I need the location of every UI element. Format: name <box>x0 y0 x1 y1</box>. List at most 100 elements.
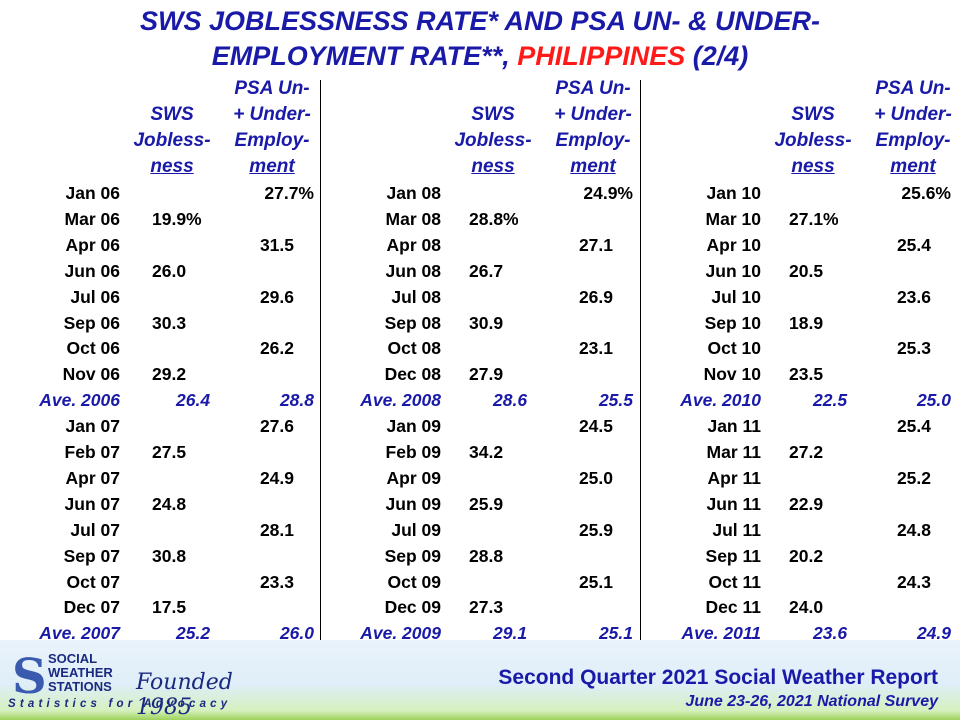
table-row: Mar 10 27.1% <box>641 206 960 232</box>
row-period: Jun 10 <box>705 260 761 281</box>
row-period: Jun 07 <box>64 493 120 514</box>
header-sws-line: Jobless- <box>454 130 532 151</box>
row-sws-value: 26.0 <box>152 260 187 281</box>
table-row: Jun 11 22.9 <box>641 491 960 517</box>
row-psa-value: 23.1 <box>578 338 613 359</box>
row-period: Sep 06 <box>63 312 120 333</box>
table-row: Oct 10 25.3 <box>641 335 960 361</box>
table-row: Nov 10 23.5 <box>641 361 960 387</box>
row-psa-value: 26.0 <box>279 623 314 644</box>
row-period: Apr 08 <box>386 234 441 255</box>
table-row: Oct 08 23.1 <box>321 335 641 361</box>
row-period: Apr 07 <box>65 467 120 488</box>
table-row: Jan 07 27.6 <box>0 413 320 439</box>
table-row: Jul 08 26.9 <box>321 284 641 310</box>
logo-word-2: WEATHER <box>48 665 113 680</box>
row-period: Jan 07 <box>65 416 120 437</box>
row-period: Jul 09 <box>391 519 441 540</box>
row-sws-value: 27.9 <box>469 364 504 385</box>
row-period: Ave. 2009 <box>360 623 441 644</box>
table-average-row: Ave. 2006 26.4 28.8 <box>0 387 320 413</box>
row-period: Apr 06 <box>65 234 120 255</box>
header-sws-line: Jobless- <box>774 130 852 151</box>
row-psa-value: 29.6 <box>259 286 294 307</box>
table-row: Apr 11 25.2 <box>641 465 960 491</box>
row-period: Oct 07 <box>66 571 121 592</box>
row-sws-value: 34.2 <box>469 442 504 462</box>
header-psa-line: PSA Un- <box>875 78 951 99</box>
row-period: Sep 10 <box>704 312 761 333</box>
table-row: Jan 09 24.5 <box>321 413 641 439</box>
row-psa-value: 25.1 <box>598 623 633 644</box>
row-sws-value: 26.4 <box>176 390 211 411</box>
row-period: Ave. 2011 <box>681 623 761 644</box>
row-psa-value: 25.1 <box>578 571 613 592</box>
row-period: Jun 09 <box>385 493 441 514</box>
row-period: Mar 10 <box>705 208 761 229</box>
table-row: Apr 08 27.1 <box>321 232 641 258</box>
table-row: Jan 08 24.9% <box>321 180 641 206</box>
row-sws-value: 18.9 <box>789 312 824 333</box>
header-sws-joblessness: SWS Jobless-ness <box>438 102 548 180</box>
table-row: Jul 09 25.9 <box>321 517 641 543</box>
row-period: Oct 10 <box>707 338 762 359</box>
row-psa-value: 24.9 <box>916 623 951 644</box>
row-sws-value: 22.5 <box>813 390 848 411</box>
row-sws-value: 29.2 <box>152 364 187 385</box>
header-sws-line: SWS <box>791 104 835 125</box>
title-line-1: SWS JOBLESSNESS RATE* AND PSA UN- & UNDE… <box>139 6 821 36</box>
row-psa-value: 25.9 <box>578 519 613 540</box>
table-row: Jun 06 26.0 <box>0 258 320 284</box>
row-psa-value: 27.1 <box>578 234 613 255</box>
row-psa-value: 25.0 <box>916 390 951 411</box>
row-period: Ave. 2007 <box>39 623 120 644</box>
header-sws-line: ness <box>150 156 194 177</box>
title-country: PHILIPPINES <box>517 41 686 71</box>
row-sws-value: 25.9 <box>469 493 504 514</box>
row-period: Feb 07 <box>64 442 120 462</box>
table-row: Jun 10 20.5 <box>641 258 960 284</box>
header-psa-unemployment: PSA Un- + Under- Employ-ment <box>543 76 643 180</box>
row-psa-value: 26.2 <box>259 338 294 359</box>
header-psa-line: + Under- <box>233 104 311 125</box>
row-sws-value: 23.5 <box>789 364 824 385</box>
table-row: Dec 09 27.3 <box>321 594 641 620</box>
table-panel-2008-2009: SWS Jobless-ness PSA Un- + Under- Employ-men… <box>320 78 641 643</box>
header-sws-line: ness <box>471 156 515 177</box>
row-period: Jun 06 <box>64 260 120 281</box>
sws-logo-mark-icon: S <box>12 649 47 705</box>
row-period: Dec 09 <box>384 597 441 618</box>
table-row: Apr 09 25.0 <box>321 465 641 491</box>
table-row: Sep 09 28.8 <box>321 543 641 569</box>
footer-band <box>0 640 960 720</box>
table-row: Mar 06 19.9% <box>0 206 320 232</box>
row-sws-value: 29.1 <box>493 623 528 644</box>
table-row: Oct 09 25.1 <box>321 569 641 595</box>
header-psa-unemployment: PSA Un- + Under- Employ-ment <box>863 76 960 180</box>
row-psa-value: 25.4 <box>896 234 931 255</box>
row-psa-value: 24.3 <box>896 571 931 592</box>
report-title: Second Quarter 2021 Social Weather Repor… <box>498 666 938 689</box>
table-row: Nov 06 29.2 <box>0 361 320 387</box>
header-psa-unemployment: PSA Un- + Under- Employ-ment <box>222 76 322 180</box>
report-subtitle: June 23-26, 2021 National Survey <box>685 693 938 710</box>
row-period: Sep 07 <box>63 545 120 566</box>
row-sws-value: 20.5 <box>789 260 824 281</box>
table-row: Sep 11 20.2 <box>641 543 960 569</box>
row-period: Jul 08 <box>391 286 441 307</box>
header-sws-line: SWS <box>150 104 194 125</box>
row-sws-value: 30.9 <box>469 312 504 333</box>
table-row: Jul 11 24.8 <box>641 517 960 543</box>
header-psa-line: + Under- <box>874 104 952 125</box>
row-period: Sep 11 <box>705 545 761 566</box>
row-period: Jul 11 <box>712 519 761 540</box>
table-row: Jun 08 26.7 <box>321 258 641 284</box>
header-sws-joblessness: SWS Jobless-ness <box>758 102 868 180</box>
row-period: Jan 11 <box>707 416 761 437</box>
row-psa-value: 25.6% <box>901 183 951 203</box>
sws-logo: S SOCIAL WEATHER STATIONS Founded 1985 S… <box>8 649 268 720</box>
table-row: Sep 10 18.9 <box>641 310 960 336</box>
row-period: Apr 09 <box>386 467 441 488</box>
header-psa-line: ment <box>890 156 936 177</box>
row-period: Nov 10 <box>703 364 761 385</box>
